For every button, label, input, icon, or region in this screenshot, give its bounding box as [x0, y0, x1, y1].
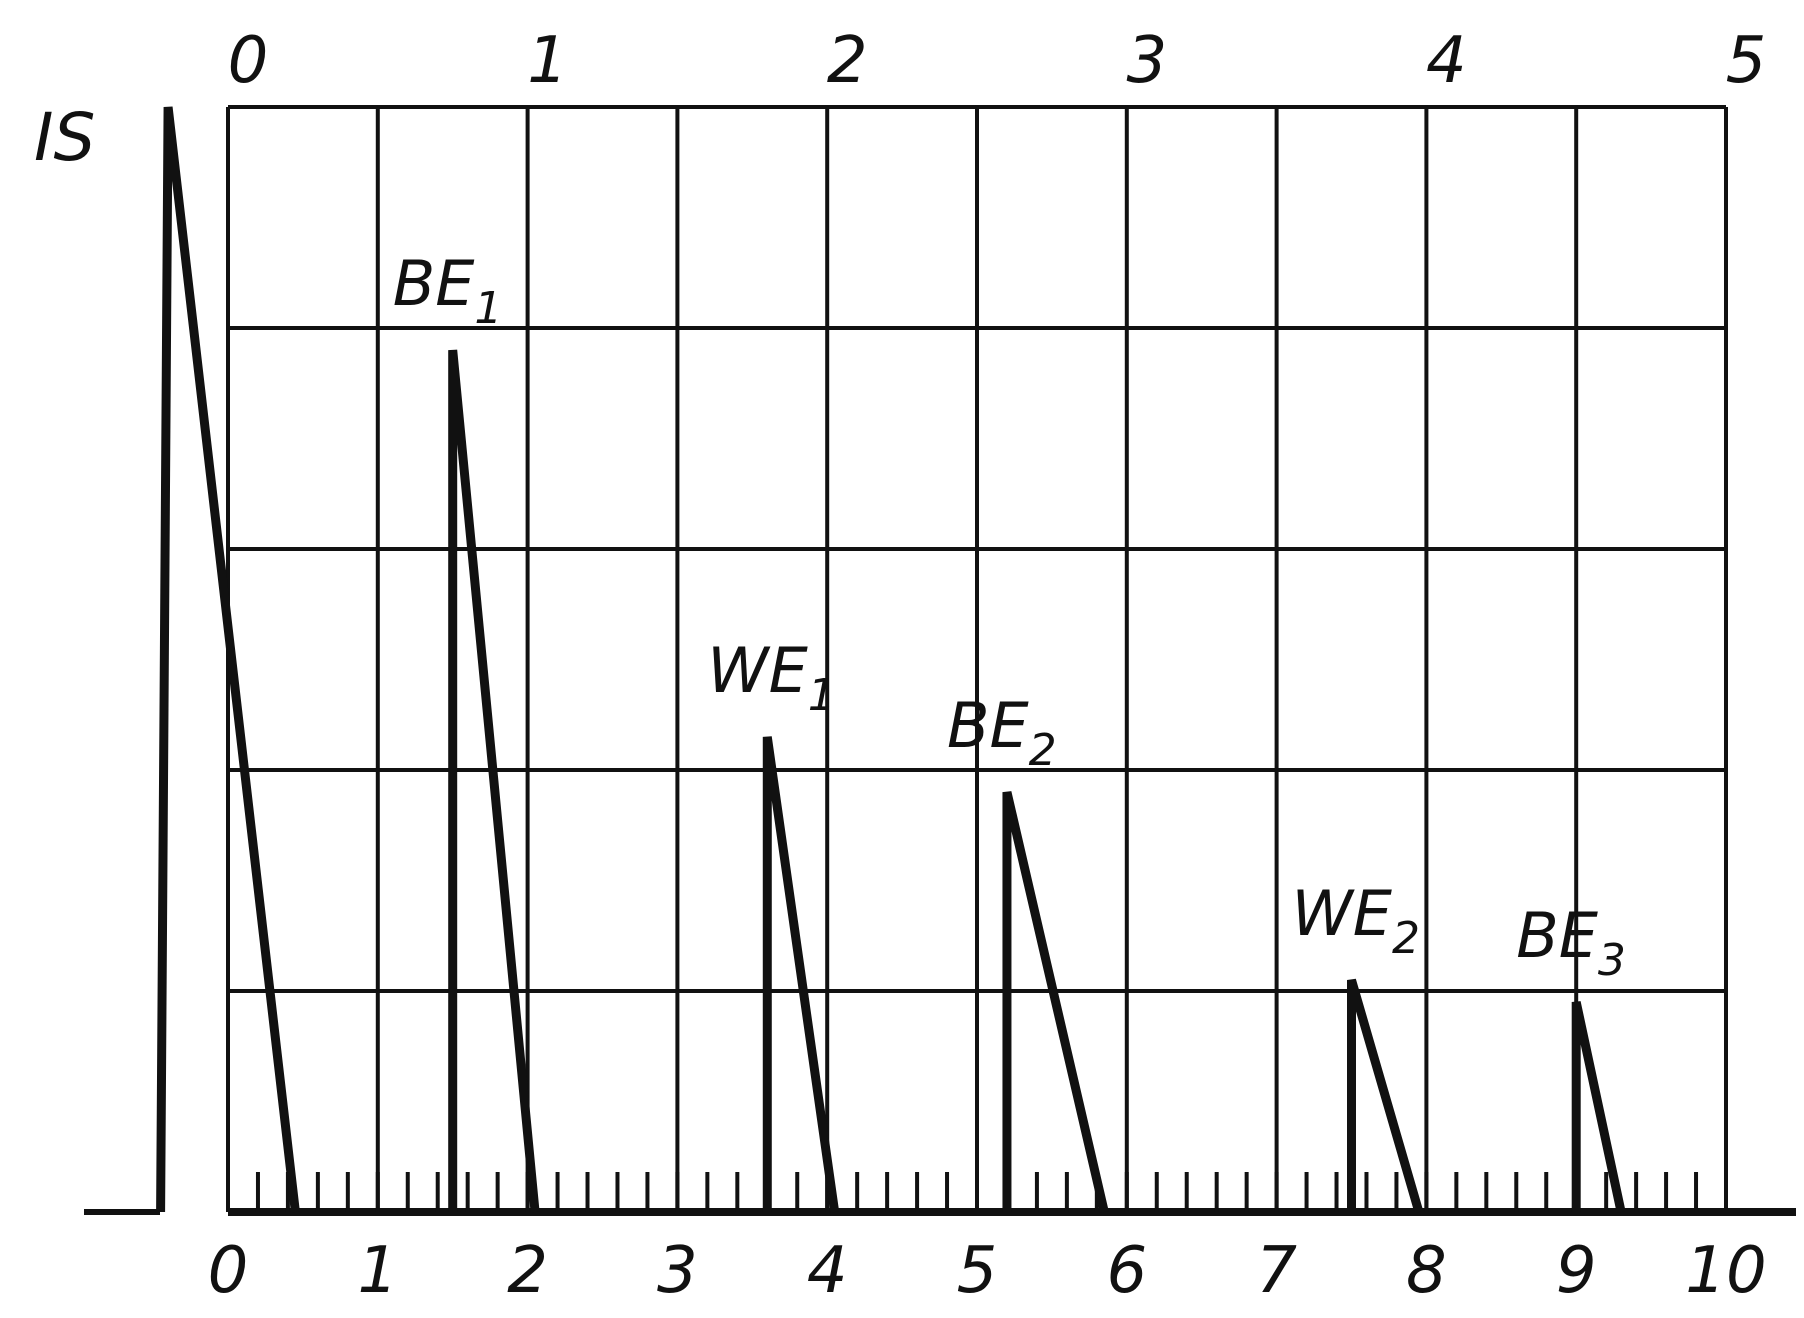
- bottom-tick-label: 7: [1256, 1234, 1297, 1308]
- peak-label-be3: BE3: [1516, 899, 1626, 986]
- bottom-tick-label: 8: [1406, 1234, 1447, 1308]
- peak-label-subscript: 1: [474, 283, 502, 334]
- bottom-tick-label: 10: [1685, 1234, 1766, 1308]
- peak-label-subscript: 3: [1598, 935, 1626, 986]
- bottom-tick-label: 4: [807, 1234, 848, 1308]
- top-tick-label: 3: [1126, 24, 1167, 98]
- bottom-tick-label: 3: [657, 1234, 698, 1308]
- top-tick-label: 2: [827, 24, 868, 98]
- bottom-tick-label: 0: [208, 1234, 249, 1308]
- top-tick-label: 5: [1726, 24, 1767, 98]
- traces: [156, 106, 1626, 1214]
- bottom-tick-label: 9: [1556, 1234, 1597, 1308]
- bottom-tick-label: 5: [957, 1234, 998, 1308]
- bottom-tick-label: 1: [357, 1234, 398, 1308]
- peak-trace-be1: [448, 349, 540, 1213]
- peak-label-be1: BE1: [393, 247, 503, 334]
- peak-label-we2: WE2: [1292, 877, 1420, 964]
- top-tick-label: 1: [527, 24, 568, 98]
- peak-label-subscript: 1: [808, 670, 836, 721]
- peak-label-subscript: 2: [1029, 725, 1057, 776]
- peak-label-we1: WE1: [707, 634, 835, 721]
- peak-label-subscript: 2: [1392, 913, 1420, 964]
- peak-trace-we2: [1347, 978, 1424, 1214]
- labels: BE1 WE1 BE2 WE2 BE3 0 1 2 3 4 5 6 7 8 9 10 0 1 2 3 4 5 IS: [34, 24, 1767, 1308]
- top-tick-label: 4: [1426, 24, 1467, 98]
- grid: [226, 105, 1728, 1212]
- y-axis-label: IS: [34, 99, 95, 176]
- baseline: [84, 1172, 1796, 1216]
- initial-pulse-trace: [156, 106, 300, 1213]
- peak-trace-be3: [1571, 1001, 1626, 1213]
- peak-label-be2: BE2: [947, 689, 1057, 776]
- bottom-tick-label: 6: [1106, 1234, 1147, 1308]
- peak-trace-we1: [762, 736, 840, 1213]
- peak-trace-be2: [1002, 791, 1109, 1214]
- top-tick-label: 0: [228, 24, 269, 98]
- bottom-tick-label: 2: [507, 1234, 548, 1308]
